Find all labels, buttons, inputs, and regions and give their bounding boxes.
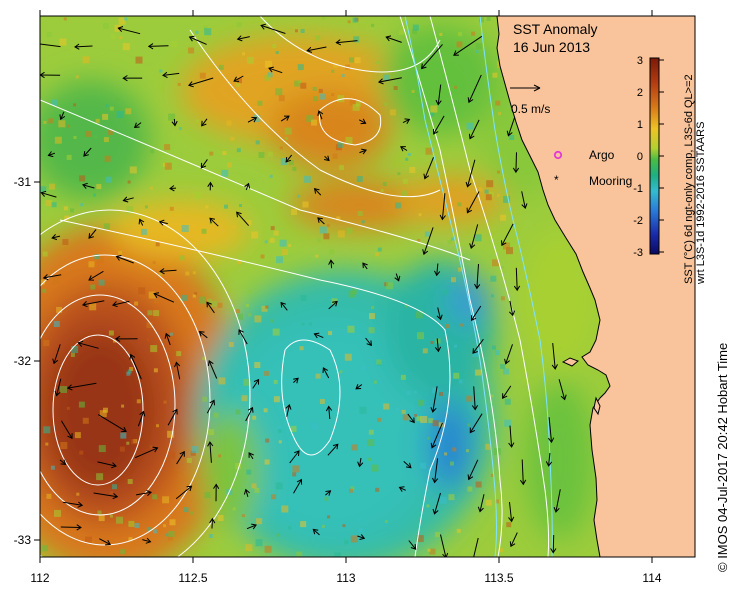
legend: Argo * Mooring	[553, 148, 632, 188]
argo-marker	[553, 150, 563, 160]
colorbar-label-2: wrt L3S-1d 1992-2016 SSTAARS	[695, 122, 707, 285]
credit-line: © IMOS 04-Jul-2017 20:42 Hobart Time	[715, 342, 730, 572]
colorbar-tick-label: -2	[633, 215, 643, 227]
colorbar-tick-label: 3	[637, 55, 643, 67]
colorbar-tick-label: -1	[633, 183, 643, 195]
legend-mooring: Mooring	[589, 174, 632, 188]
colorbar-tick-label: 2	[637, 87, 643, 99]
x-tick-label: 112.5	[178, 571, 207, 585]
map-title: SST Anomaly	[513, 21, 598, 37]
x-tick-label: 114	[642, 571, 661, 585]
scale-arrow-label: 0.5 m/s	[511, 102, 550, 116]
x-tick-label: 113	[336, 571, 355, 585]
map-date: 16 Jun 2013	[513, 39, 590, 55]
colorbar-ramp	[649, 57, 660, 255]
x-tick-label: 112	[30, 571, 49, 585]
colorbar: 3 2 1 0 -1 -2 -3 SST (°C) 6d ngt-only comp, L3…	[633, 55, 707, 285]
colorbar-tick-label: 0	[637, 151, 643, 163]
y-tick-label: -31	[14, 175, 32, 189]
colorbar-tick-label: -3	[633, 247, 643, 259]
sea-level-contours	[40, 16, 550, 557]
colorbar-tick-label: 1	[637, 119, 643, 131]
scale-arrow	[510, 84, 541, 92]
y-axis: -31 -32 -33	[14, 175, 40, 547]
mooring-legend-marker: *	[554, 173, 559, 187]
island	[561, 357, 579, 367]
legend-argo: Argo	[589, 148, 615, 162]
y-tick-label: -33	[14, 533, 32, 547]
colorbar-label-1: SST (°C) 6d ngt-only comp, L3S-6d QL>=2	[683, 74, 695, 284]
land-mass	[496, 15, 696, 558]
sst-pixel-noise	[40, 16, 515, 557]
island	[593, 396, 601, 416]
plot-frame	[39, 15, 696, 558]
current-vectors	[40, 23, 567, 557]
colorbar-ticks: 3 2 1 0 -1 -2 -3	[633, 55, 664, 259]
y-tick-label: -32	[14, 354, 32, 368]
x-tick-label: 113.5	[484, 571, 513, 585]
